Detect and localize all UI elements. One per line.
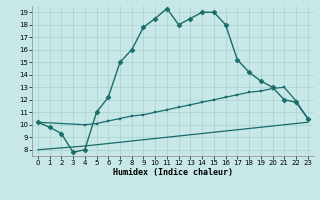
X-axis label: Humidex (Indice chaleur): Humidex (Indice chaleur)	[113, 168, 233, 177]
